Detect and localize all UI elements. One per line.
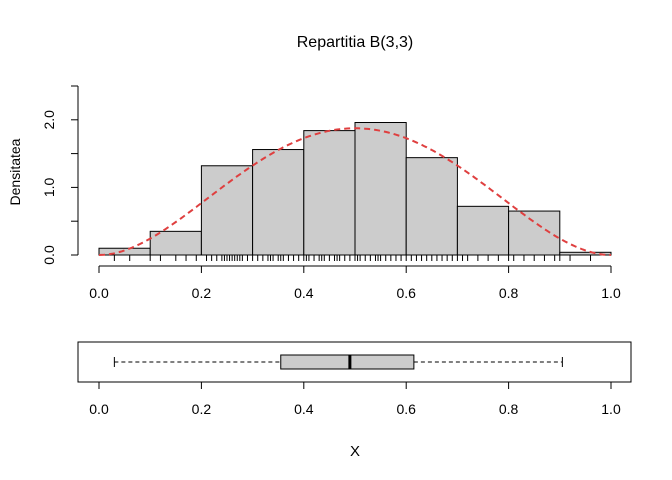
boxplot-x-axis-tick-label: 0.2 (192, 401, 212, 417)
histogram-bar (559, 251, 612, 256)
histogram-bars (98, 122, 612, 256)
histogram-bar (508, 210, 561, 256)
density-curve-line (98, 127, 612, 256)
histogram-bar (252, 149, 305, 256)
boxplot-x-axis: 0.0 0.2 0.4 0.6 0.8 1.0 (89, 381, 621, 417)
x-axis-tick-label: 1.0 (601, 285, 621, 301)
y-axis-label: Densitatea (7, 138, 23, 205)
boxplot-x-axis-tick-label: 0.4 (294, 401, 314, 417)
boxplot-box (280, 354, 415, 370)
histogram-bar (98, 247, 151, 256)
x-axis: 0.0 0.2 0.4 0.6 0.8 1.0 (89, 265, 621, 301)
chart-title: Repartitia B(3,3) (297, 34, 414, 51)
histogram-bar (303, 130, 356, 256)
density-curve (98, 127, 612, 256)
x-axis-tick-label: 0.8 (499, 285, 519, 301)
x-axis-label: X (350, 443, 360, 460)
rug-ticks (113, 255, 592, 261)
boxplot-x-axis-tick-label: 0.8 (499, 401, 519, 417)
x-axis-tick-label: 0.4 (294, 285, 314, 301)
y-tick-label: 2.0 (41, 110, 57, 130)
boxplot-x-axis-tick-label: 1.0 (601, 401, 621, 417)
y-tick-label: 1.0 (41, 177, 57, 197)
boxplot-x-axis-tick-label: 0.0 (89, 401, 109, 417)
histogram-bar (405, 157, 458, 256)
x-axis-tick-label: 0.0 (89, 285, 109, 301)
y-tick-label: 0.0 (41, 245, 57, 265)
boxplot (113, 354, 563, 370)
x-axis-tick-label: 0.2 (192, 285, 212, 301)
histogram-bar (354, 122, 407, 256)
x-axis-tick-label: 0.6 (396, 285, 416, 301)
boxplot-x-axis-tick-label: 0.6 (396, 401, 416, 417)
histogram-bar (456, 205, 510, 256)
y-axis: 0.0 1.0 2.0 (41, 85, 79, 265)
histogram-bar (200, 165, 254, 256)
